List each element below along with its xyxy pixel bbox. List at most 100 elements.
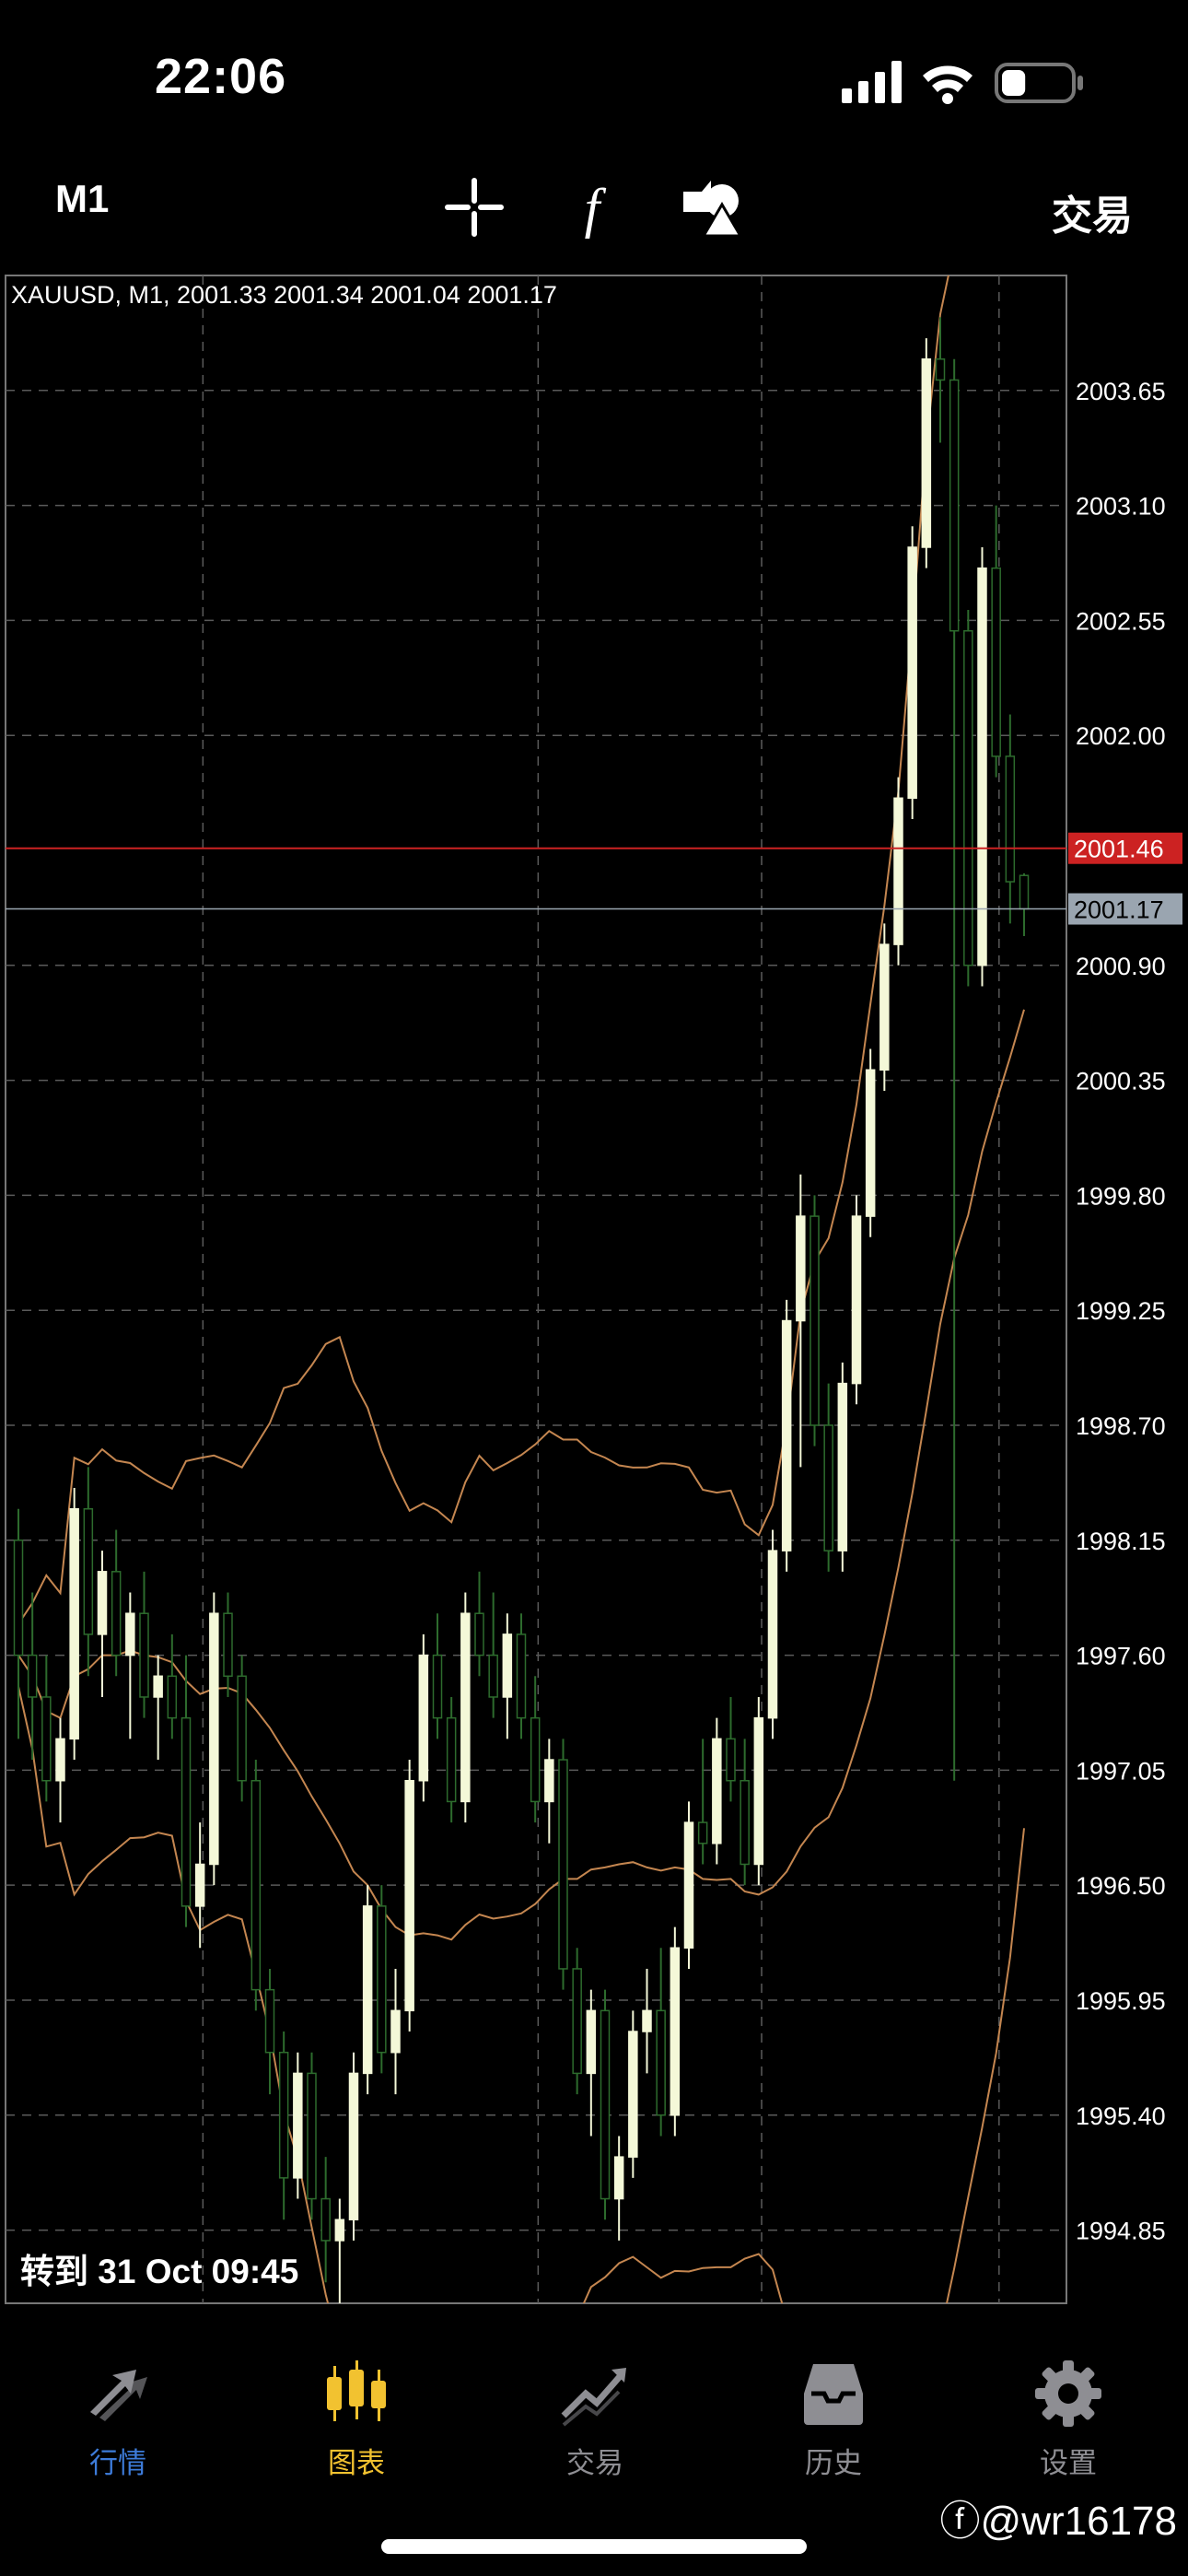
y-tick-label: 1997.60 xyxy=(1076,1643,1166,1670)
candle-body xyxy=(544,1759,554,1803)
candle-body xyxy=(837,1382,848,1551)
timeframe-button[interactable]: M1 xyxy=(55,177,110,220)
candle-body xyxy=(712,1738,722,1844)
candle-body xyxy=(69,1508,79,1740)
candle-body xyxy=(446,1716,457,1803)
nav-item-history[interactable]: 历史 xyxy=(751,2357,916,2481)
candle-body xyxy=(893,797,903,945)
y-tick-label: 1994.85 xyxy=(1076,2218,1166,2245)
candle-body xyxy=(348,2072,359,2220)
candle-body xyxy=(767,1550,778,1719)
candle-body xyxy=(264,1988,275,2054)
bid-price-tag xyxy=(1068,893,1182,925)
candle-body xyxy=(879,943,890,1071)
candle-body xyxy=(683,1821,694,1950)
chart-toolbar: M1 f 交易 xyxy=(0,157,1188,267)
candle-body xyxy=(250,1779,262,1991)
candle-body xyxy=(516,1633,527,1719)
candle-body xyxy=(726,1738,736,1782)
chart-title: XAUUSD, M1, 2001.33 2001.34 2001.04 2001… xyxy=(11,281,557,309)
candle-body xyxy=(823,1424,833,1551)
home-indicator[interactable] xyxy=(381,2539,807,2554)
status-time: 22:06 xyxy=(155,49,287,104)
y-tick-label: 1997.05 xyxy=(1076,1757,1166,1785)
settings-gear-icon xyxy=(1035,2360,1101,2427)
candle-body xyxy=(278,2051,289,2179)
candle-body xyxy=(55,1738,65,1782)
candle-body xyxy=(502,1633,513,1698)
y-tick-label: 2002.00 xyxy=(1076,722,1166,750)
price-chart[interactable]: 2003.65 2003.10 2002.55 2002.00 2000.90 2000.… xyxy=(0,272,1188,2342)
ask-price-label: 2001.46 xyxy=(1074,836,1164,863)
y-tick-label: 1995.40 xyxy=(1076,2102,1166,2130)
bollinger-lower-band xyxy=(17,1686,1025,2303)
candle-body xyxy=(181,1716,192,1907)
chart-canvas[interactable]: 2003.65 2003.10 2002.55 2002.00 2000.90 2000.… xyxy=(0,272,1188,2342)
y-tick-label: 1995.95 xyxy=(1076,1987,1166,2015)
candle-body xyxy=(167,1675,178,1719)
candle-body xyxy=(194,1863,205,1907)
indicator-f-icon[interactable]: f xyxy=(560,175,624,240)
candle-body xyxy=(307,2072,317,2200)
nav-label-trade: 交易 xyxy=(566,2447,623,2479)
candle-body xyxy=(907,546,917,800)
candle-body xyxy=(1005,755,1016,883)
bollinger-upper-band xyxy=(17,275,949,1625)
candle-body xyxy=(586,2009,597,2075)
quotes-arrows-icon xyxy=(90,2370,147,2421)
candle-body xyxy=(530,1716,541,1803)
candle-body xyxy=(796,1215,806,1322)
candle-body xyxy=(237,1675,247,1782)
nav-item-quotes[interactable]: 行情 xyxy=(35,2357,201,2481)
candle-body xyxy=(209,1612,219,1866)
candles-icon xyxy=(327,2360,386,2421)
trade-trend-icon xyxy=(561,2368,626,2427)
nav-label-history: 历史 xyxy=(805,2447,862,2479)
y-tick-label: 2000.90 xyxy=(1076,953,1166,980)
nav-item-trade[interactable]: 交易 xyxy=(512,2357,678,2481)
candle-body xyxy=(390,2009,401,2054)
trade-button[interactable]: 交易 xyxy=(1052,193,1133,239)
candle-body xyxy=(474,1612,484,1657)
nav-label-chart: 图表 xyxy=(328,2447,385,2479)
candle-body xyxy=(613,2156,624,2200)
y-tick-label: 1996.50 xyxy=(1076,1872,1166,1900)
candle-body xyxy=(600,2009,611,2200)
candle-body xyxy=(740,1779,750,1866)
y-tick-label: 2003.65 xyxy=(1076,378,1166,405)
y-tick-label: 1998.15 xyxy=(1076,1528,1166,1555)
candle-body xyxy=(572,1968,582,2075)
candle-body xyxy=(488,1654,498,1698)
nav-label-settings: 设置 xyxy=(1040,2447,1097,2479)
candle-body xyxy=(670,1947,681,2116)
candle-body xyxy=(921,358,932,548)
candle-body xyxy=(460,1612,471,1803)
candle-body xyxy=(432,1654,443,1719)
y-tick-label: 2000.35 xyxy=(1076,1068,1166,1095)
candle-body xyxy=(656,2009,666,2116)
candle-body xyxy=(362,1905,373,2075)
y-tick-label: 1999.80 xyxy=(1076,1182,1166,1210)
objects-shapes-icon[interactable] xyxy=(680,175,744,240)
candle-body xyxy=(697,1821,708,1844)
candle-body xyxy=(865,1069,876,1217)
candle-body xyxy=(642,2009,652,2032)
crosshair-icon[interactable] xyxy=(442,175,507,240)
candle-body xyxy=(753,1716,764,1866)
candle-body xyxy=(935,358,946,381)
candle-body xyxy=(223,1612,233,1678)
bottom-nav: 行情 图表 交易 历史 xyxy=(0,2340,1188,2506)
candle-body xyxy=(83,1508,94,1635)
nav-item-settings[interactable]: 设置 xyxy=(985,2357,1151,2481)
candle-body xyxy=(97,1571,108,1635)
nav-item-chart[interactable]: 图表 xyxy=(274,2357,439,2481)
candle-body xyxy=(293,2072,303,2179)
candle-body xyxy=(334,2219,345,2242)
candle-body xyxy=(320,2197,331,2242)
candle-body xyxy=(418,1654,429,1782)
candle-body xyxy=(558,1759,568,1970)
ask-price-tag xyxy=(1068,832,1182,864)
goto-label[interactable]: 转到 31 Oct 09:45 xyxy=(20,2253,299,2290)
candle-body xyxy=(851,1215,862,1385)
candle-body xyxy=(781,1319,792,1551)
